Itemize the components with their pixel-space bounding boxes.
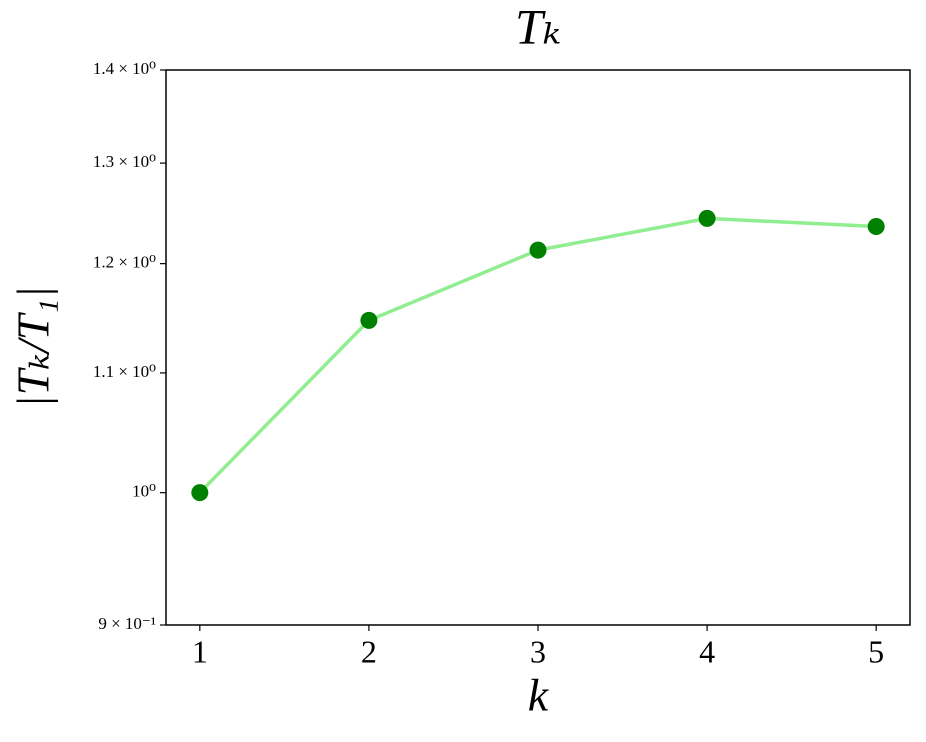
- x-axis-label: k: [528, 670, 550, 721]
- x-tick-label: 4: [699, 633, 715, 669]
- y-tick-label: 10⁰: [132, 482, 156, 501]
- y-tick-label: 9 × 10⁻¹: [98, 614, 156, 633]
- y-tick-label: 1.4 × 10⁰: [93, 59, 156, 78]
- y-tick-label: 1.1 × 10⁰: [93, 362, 156, 381]
- y-tick-label: 1.2 × 10⁰: [93, 253, 156, 272]
- data-point: [191, 484, 209, 502]
- data-point: [867, 218, 885, 236]
- x-tick-label: 3: [530, 633, 546, 669]
- x-tick-label: 1: [192, 633, 208, 669]
- y-axis-label: |Tₖ/T₁|: [8, 286, 59, 408]
- y-tick-label: 1.3 × 10⁰: [93, 152, 156, 171]
- chart-title: Tₖ: [515, 0, 561, 54]
- data-point: [698, 209, 716, 227]
- x-tick-label: 5: [868, 633, 884, 669]
- data-point: [360, 311, 378, 329]
- plot-frame: [165, 69, 911, 626]
- data-line: [198, 216, 877, 494]
- data-point: [529, 241, 547, 259]
- x-tick-label: 2: [361, 633, 377, 669]
